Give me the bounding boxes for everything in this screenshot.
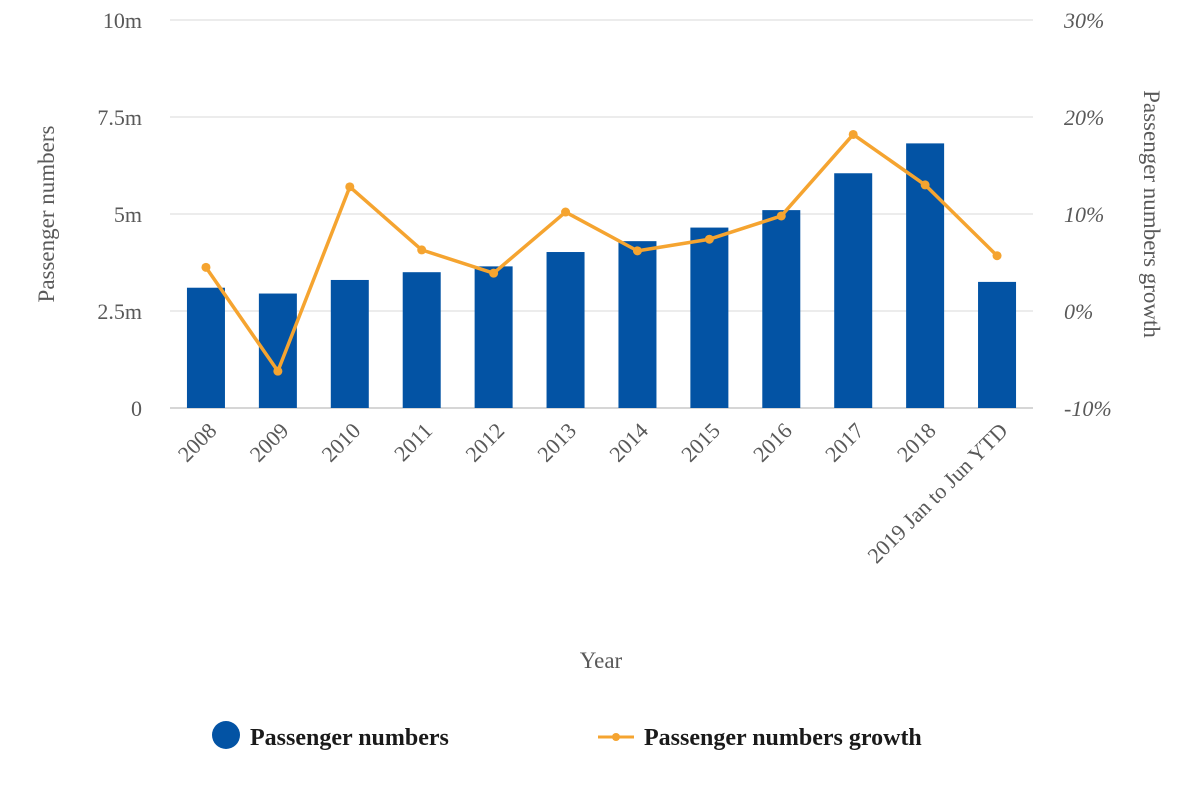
y-tick-label: 2.5m	[97, 299, 142, 324]
legend-label-line: Passenger numbers growth	[644, 725, 922, 751]
x-tick-label: 2012	[460, 418, 509, 467]
growth-point	[704, 234, 714, 244]
x-tick-label: 2016	[748, 418, 797, 467]
legend-marker-bars	[212, 721, 240, 749]
x-axis-title: Year	[580, 648, 623, 673]
bar	[618, 241, 657, 408]
x-tick-label: 2017	[820, 418, 869, 467]
y-axis-title: Passenger numbers	[34, 125, 59, 302]
bar	[834, 173, 873, 408]
y2-tick-label: 20%	[1064, 105, 1104, 130]
x-tick-label: 2009	[245, 418, 294, 467]
x-tick-label: 2008	[173, 418, 222, 467]
y2-tick-label: 30%	[1063, 8, 1104, 33]
growth-point	[201, 262, 211, 272]
growth-point	[632, 246, 642, 256]
y-tick-label: 7.5m	[97, 105, 142, 130]
x-tick-label: 2019 Jan to Jun YTD	[862, 418, 1012, 568]
x-tick-label: 2010	[317, 418, 366, 467]
legend-label-bars: Passenger numbers	[250, 725, 449, 751]
x-tick-label: 2013	[532, 418, 581, 467]
y-tick-label: 5m	[114, 202, 142, 227]
bar	[978, 281, 1017, 408]
bar	[186, 287, 225, 408]
growth-point	[848, 129, 858, 139]
bar	[762, 210, 801, 408]
growth-point	[776, 211, 786, 221]
y2-tick-label: 10%	[1064, 202, 1104, 227]
bar	[474, 266, 513, 408]
x-tick-label: 2011	[389, 418, 437, 466]
growth-point	[273, 366, 283, 376]
y-tick-label: 0	[131, 396, 142, 421]
y-tick-label: 10m	[103, 8, 142, 33]
x-tick-label: 2018	[892, 418, 941, 467]
legend-marker-point	[612, 733, 620, 741]
y2-tick-label: -10%	[1064, 396, 1112, 421]
x-tick-label: 2015	[676, 418, 725, 467]
growth-point	[489, 268, 499, 278]
growth-point	[561, 207, 571, 217]
x-tick-label: 2014	[604, 418, 653, 467]
growth-line	[204, 132, 999, 373]
bar	[690, 227, 729, 408]
growth-point	[992, 251, 1002, 261]
growth-point	[920, 180, 930, 190]
y2-tick-label: 0%	[1064, 299, 1093, 324]
growth-point	[417, 245, 427, 255]
bar	[546, 252, 585, 408]
bar	[330, 279, 369, 408]
y2-axis-title: Passenger numbers growth	[1139, 90, 1164, 338]
growth-point	[345, 182, 355, 192]
bar	[402, 272, 441, 408]
